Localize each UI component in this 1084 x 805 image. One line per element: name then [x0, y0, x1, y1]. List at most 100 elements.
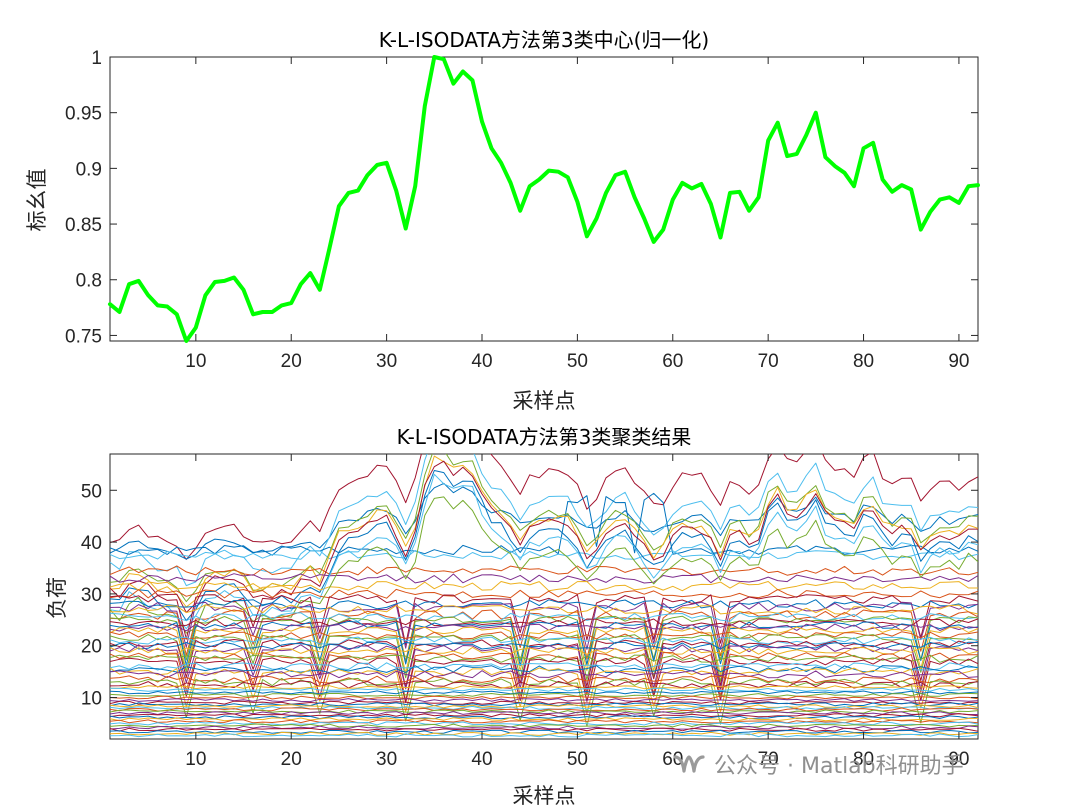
- top-y-tick-label: 1: [91, 48, 102, 69]
- top-y-axis-label: 标幺值: [25, 169, 49, 232]
- bottom-x-tick-label: 70: [758, 749, 779, 770]
- bottom-series-line: [110, 698, 978, 703]
- bottom-series-line: [110, 604, 978, 615]
- bottom-series-line: [110, 565, 978, 576]
- top-x-tick-label: 40: [471, 351, 492, 372]
- top-y-tick-label: 0.75: [65, 326, 102, 347]
- bottom-series-line: [110, 454, 978, 560]
- bottom-series-line: [110, 588, 978, 599]
- bottom-y-tick-label: 10: [81, 689, 102, 710]
- bottom-series-line: [110, 454, 978, 587]
- bottom-chart-title: K-L-ISODATA方法第3类聚类结果: [397, 425, 692, 449]
- bottom-series-group: [110, 454, 978, 738]
- top-axis-ticks: 10 20 30 40 50 60 70 80 90 0.75 0.8 0.85 0.9 0.95 1: [65, 48, 978, 372]
- bottom-series-line: [110, 702, 978, 707]
- bottom-axis-ticks: 10 20 30 40 50 60 70 80 90 10 20 30 40 50: [81, 454, 978, 770]
- bottom-series-line: [110, 654, 978, 663]
- bottom-series-line: [110, 695, 978, 700]
- bottom-series-line: [110, 641, 978, 650]
- bottom-series-line: [110, 644, 978, 694]
- bottom-y-tick-label: 20: [81, 637, 102, 658]
- bottom-series-line: [110, 455, 978, 608]
- bottom-series-line: [110, 550, 978, 561]
- bottom-series-line: [110, 709, 978, 714]
- bottom-series-line: [110, 636, 978, 645]
- bottom-series-line: [110, 460, 978, 613]
- bottom-series-line: [110, 652, 978, 702]
- bottom-series-clip-group: [110, 454, 978, 738]
- bottom-series-line: [110, 727, 978, 732]
- bottom-x-tick-label: 40: [471, 749, 492, 770]
- top-y-tick-label: 0.9: [76, 159, 102, 180]
- bottom-y-axis-label: 负荷: [45, 577, 69, 619]
- bottom-series-line: [110, 692, 978, 697]
- bottom-series-line: [110, 634, 978, 682]
- bottom-series-line: [110, 473, 978, 630]
- bottom-series-line: [110, 717, 978, 722]
- bottom-series-line: [110, 675, 978, 684]
- bottom-series-line: [110, 687, 978, 692]
- bottom-series-line: [110, 639, 978, 688]
- bottom-x-tick-label: 50: [567, 749, 588, 770]
- bottom-series-line: [110, 729, 978, 734]
- top-subplot: 10 20 30 40 50 60 70 80 90 0.75 0.8 0.85 0.9 0.95 1 K-…: [25, 28, 980, 413]
- bottom-series-line: [110, 719, 978, 724]
- bottom-subplot: 10 20 30 40 50 60 70 80 90 10 20 30 40 50 K-L-ISODATA…: [45, 425, 979, 805]
- bottom-series-line: [110, 670, 978, 679]
- top-x-tick-label: 30: [376, 351, 397, 372]
- bottom-series-line: [110, 646, 978, 655]
- bottom-series-line: [110, 700, 978, 705]
- bottom-series-line: [110, 573, 978, 584]
- bottom-series-line: [110, 631, 978, 640]
- bottom-series-line: [110, 618, 978, 627]
- bottom-series-line: [110, 685, 978, 690]
- bottom-x-tick-label: 60: [662, 749, 683, 770]
- top-x-tick-label: 80: [853, 351, 874, 372]
- bottom-series-line: [110, 677, 978, 727]
- top-y-tick-label: 0.85: [65, 215, 102, 236]
- top-series-group: [108, 55, 980, 343]
- bottom-series-line: [110, 665, 978, 674]
- bottom-series-line: [110, 612, 978, 623]
- bottom-series-line: [110, 705, 978, 710]
- bottom-series-line: [110, 657, 978, 704]
- wechat-channel-icon: [673, 755, 705, 773]
- top-x-tick-label: 70: [758, 351, 779, 372]
- bottom-series-line: [110, 715, 978, 720]
- bottom-series-line: [110, 662, 978, 671]
- bottom-series-line: [110, 690, 978, 695]
- bottom-series-line: [110, 711, 978, 716]
- bottom-series-line: [110, 599, 978, 610]
- bottom-y-tick-label: 50: [81, 481, 102, 502]
- bottom-series-line: [110, 731, 978, 736]
- top-x-tick-label: 20: [281, 351, 302, 372]
- bottom-x-tick-label: 20: [281, 749, 302, 770]
- bottom-x-tick-label: 30: [376, 749, 397, 770]
- bottom-series-line: [110, 680, 978, 689]
- top-series-line: [108, 55, 980, 343]
- bottom-series-line: [110, 667, 978, 715]
- bottom-x-axis-label: 采样点: [513, 784, 576, 805]
- top-plot-area: [109, 56, 979, 342]
- bottom-series-line: [110, 623, 978, 632]
- bottom-plot-area: [109, 453, 979, 740]
- top-y-tick-label: 0.8: [76, 271, 102, 292]
- bottom-series-line: [110, 581, 978, 592]
- bottom-series-line: [110, 470, 978, 622]
- top-x-tick-label: 50: [567, 351, 588, 372]
- top-x-tick-label: 10: [185, 351, 206, 372]
- bottom-series-line: [110, 615, 978, 666]
- top-x-axis-label: 采样点: [513, 389, 576, 413]
- top-x-tick-label: 60: [662, 351, 683, 372]
- bottom-y-tick-label: 40: [81, 533, 102, 554]
- bottom-x-tick-label: 10: [185, 749, 206, 770]
- top-chart-title: K-L-ISODATA方法第3类中心(归一化): [379, 28, 709, 52]
- bottom-series-line: [110, 713, 978, 718]
- watermark-text: 公众号 · Matlab科研助手: [714, 754, 964, 779]
- watermark: 公众号 · Matlab科研助手: [672, 744, 964, 784]
- bottom-y-tick-label: 30: [81, 585, 102, 606]
- top-x-tick-label: 90: [948, 351, 969, 372]
- top-y-tick-label: 0.95: [65, 104, 102, 125]
- bottom-series-line: [110, 626, 978, 676]
